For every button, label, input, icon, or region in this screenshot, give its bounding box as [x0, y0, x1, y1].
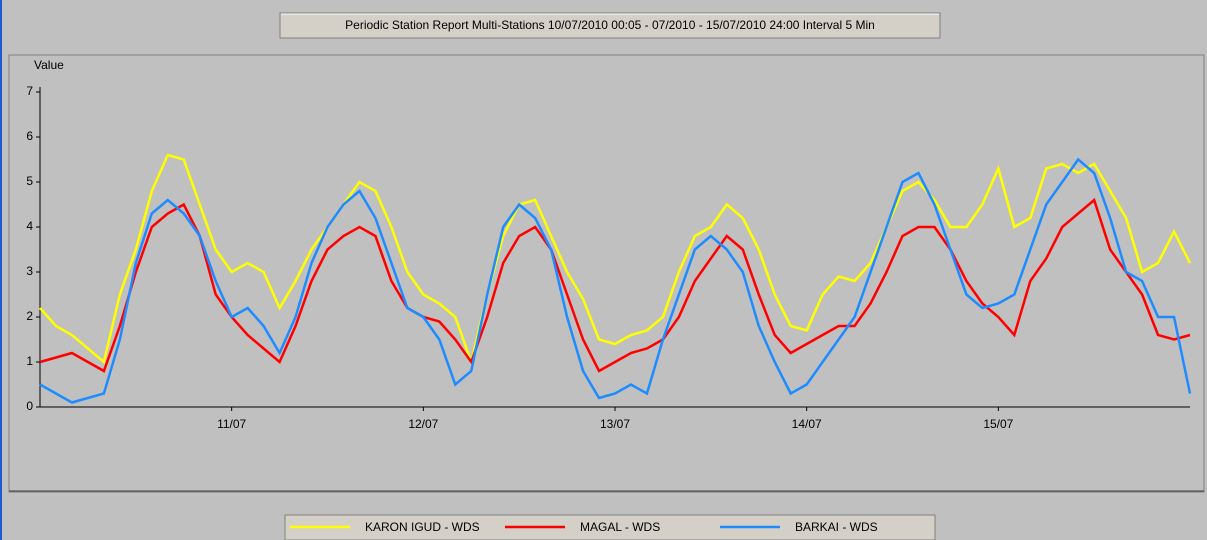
y-tick-label: 4 — [26, 219, 33, 233]
x-tick-label: 12/07 — [408, 417, 438, 431]
x-tick-label: 11/07 — [217, 417, 246, 431]
legend-label: KARON IGUD - WDS — [365, 520, 480, 534]
legend-label: MAGAL - WDS — [580, 520, 660, 534]
plot-panel — [8, 54, 1205, 493]
title-box — [279, 12, 941, 39]
y-tick-label: 5 — [26, 174, 33, 188]
y-tick-label: 6 — [26, 129, 33, 143]
y-tick-label: 2 — [26, 309, 33, 323]
y-tick-label: 1 — [26, 354, 33, 368]
legend-label: BARKAI - WDS — [795, 520, 878, 534]
y-tick-label: 7 — [26, 84, 33, 98]
x-tick-label: 15/07 — [983, 417, 1013, 431]
chart-title: Periodic Station Report Multi-Stations 1… — [345, 18, 875, 32]
legend — [284, 514, 936, 540]
series-line — [39, 153, 1192, 367]
x-tick-label: 14/07 — [792, 417, 822, 431]
y-tick-label: 3 — [26, 264, 33, 278]
x-tick-label: 13/07 — [600, 417, 630, 431]
y-axis-label: Value — [34, 58, 64, 72]
y-tick-label: 0 — [26, 399, 33, 413]
series-line — [39, 157, 1192, 404]
